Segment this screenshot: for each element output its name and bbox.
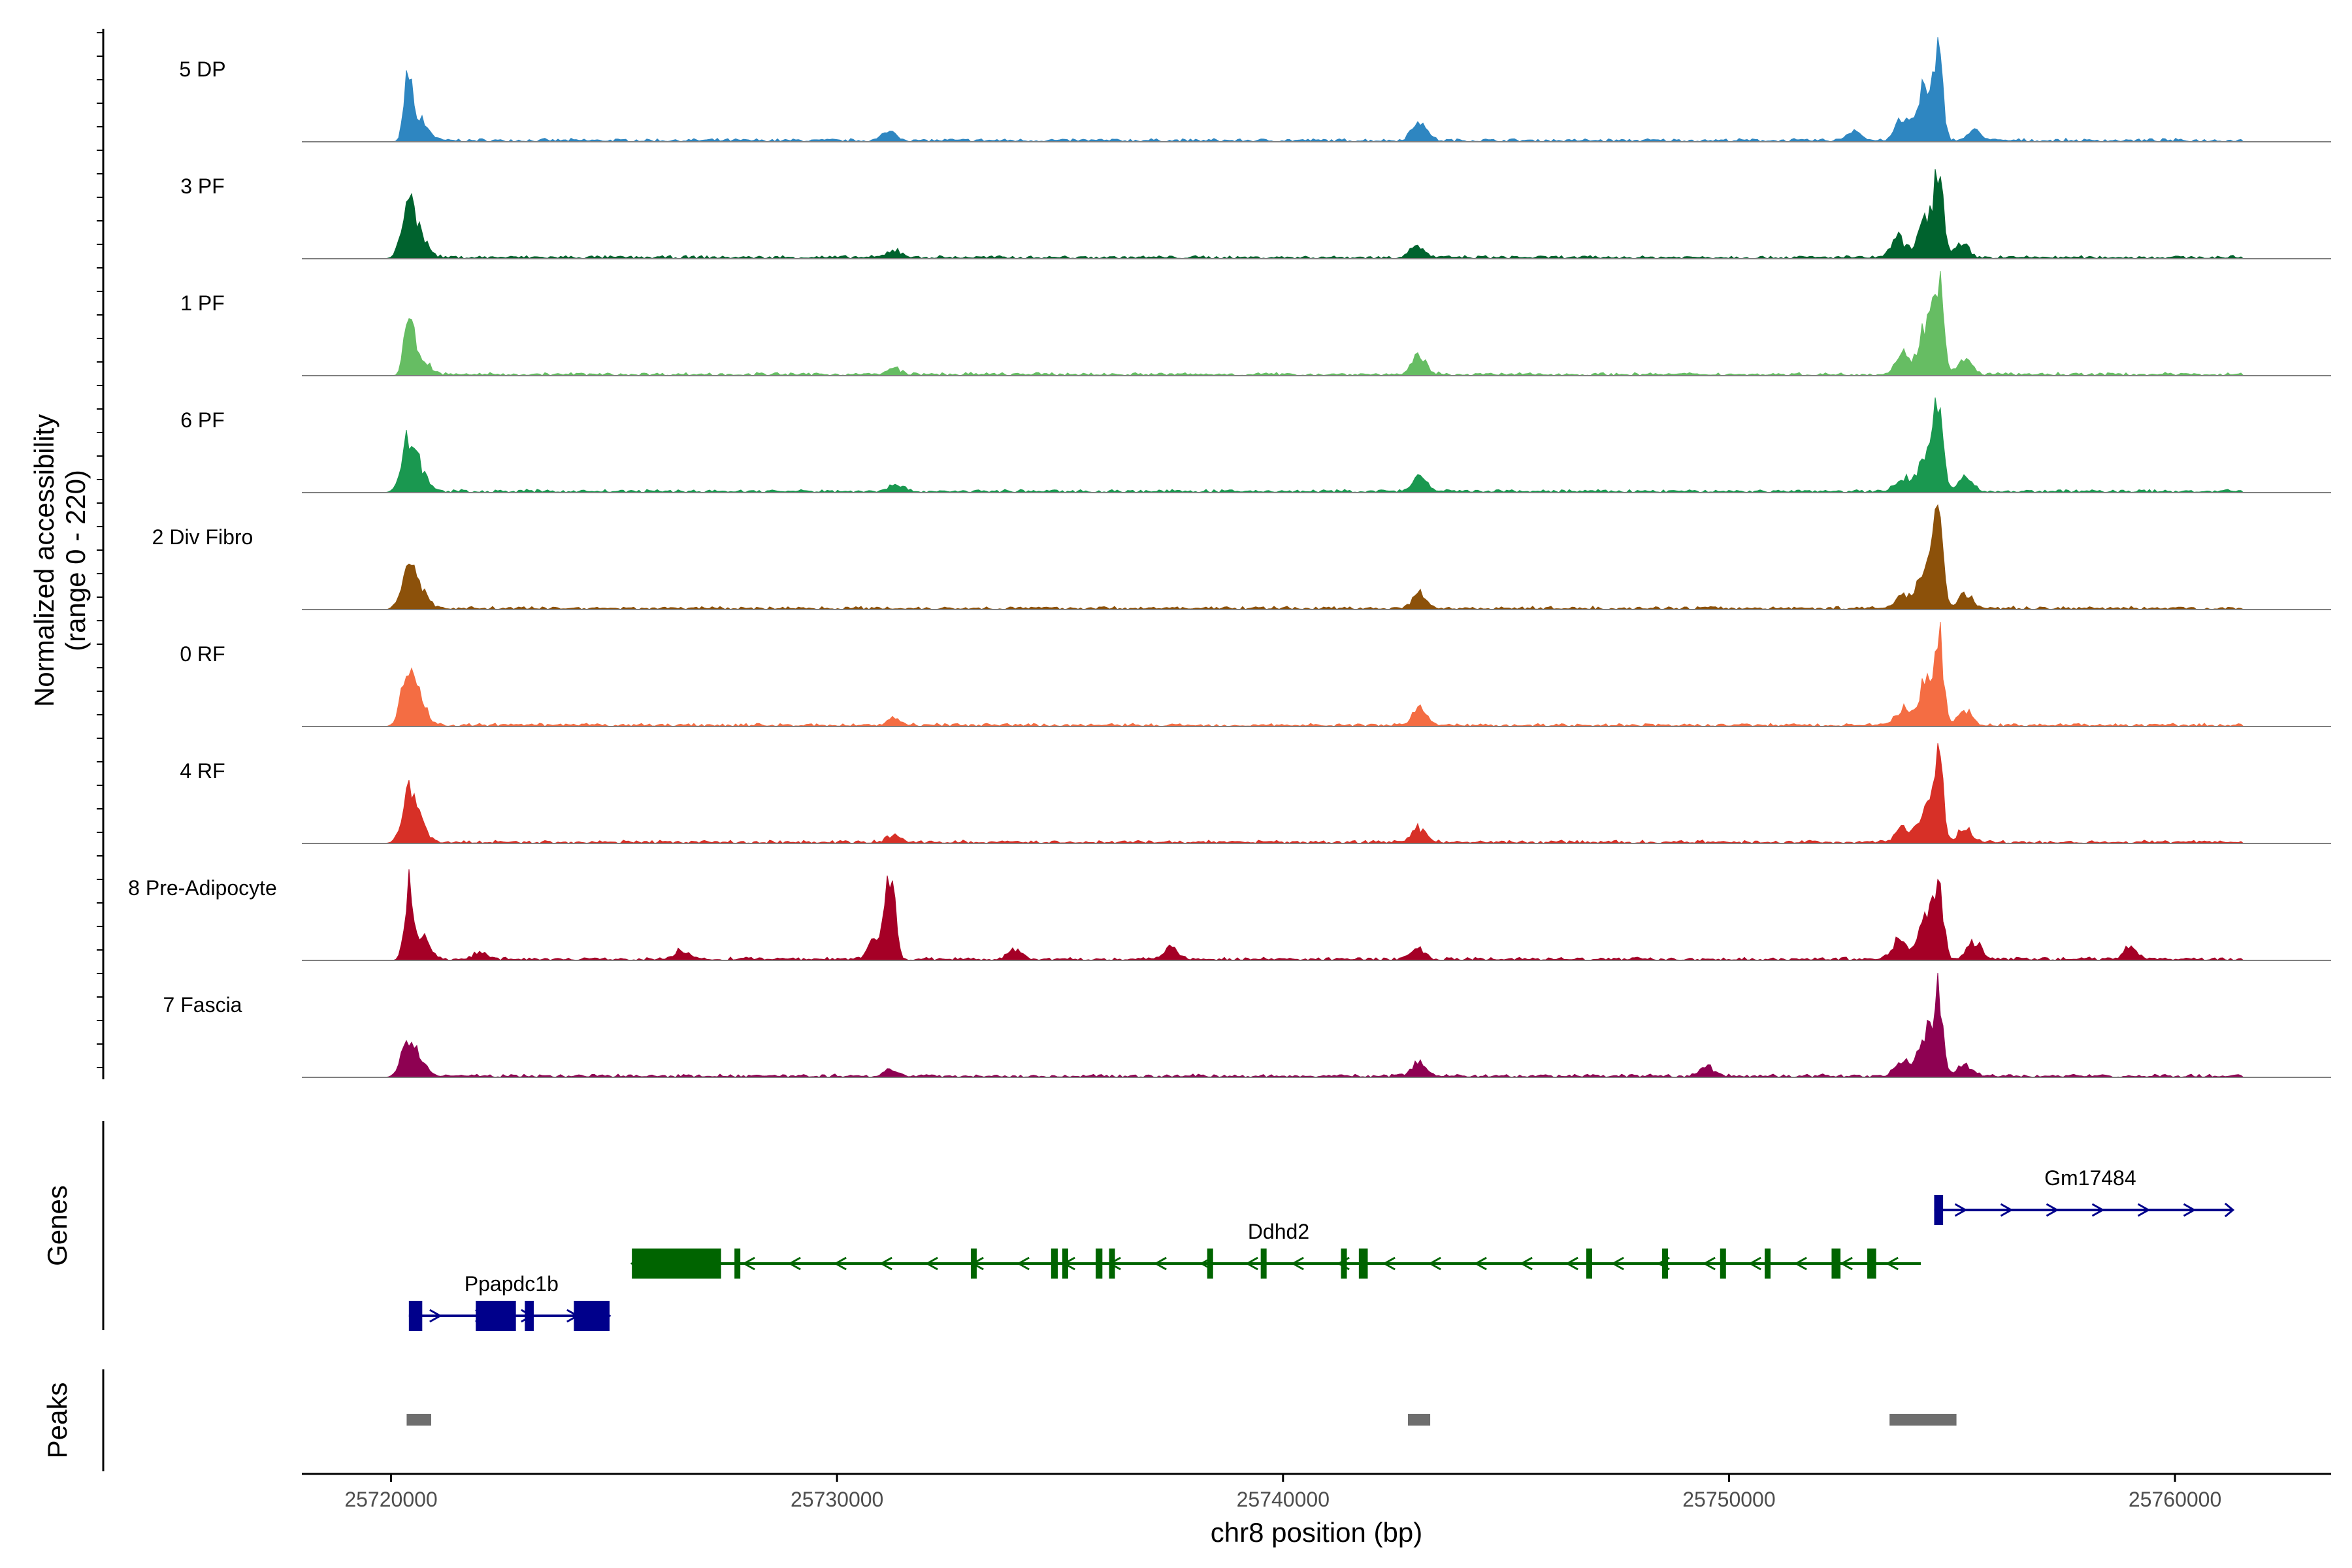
gene-direction-chevron	[1611, 1256, 1624, 1271]
exon-ddhd2-14	[1765, 1249, 1771, 1279]
coverage-area-4	[302, 504, 2305, 610]
x-tick-label-0: 25720000	[344, 1488, 437, 1511]
exon-ddhd2-16	[1867, 1249, 1876, 1279]
peaks-panel-label: Peaks	[42, 1382, 73, 1459]
coverage-area-8	[302, 972, 2305, 1078]
exon-ddhd2-10	[1358, 1249, 1368, 1279]
gene-direction-chevron	[2000, 1203, 2014, 1217]
genes-panel-label: Genes	[42, 1185, 73, 1266]
gene-direction-chevron	[2183, 1203, 2197, 1217]
x-tick-label-4: 25760000	[2129, 1488, 2221, 1511]
gene-direction-chevron	[788, 1256, 801, 1271]
exon-ddhd2-7	[1207, 1249, 1213, 1279]
track-label-7: 8 Pre-Adipocyte	[128, 876, 277, 900]
x-tick-label-3: 25750000	[1682, 1488, 1775, 1511]
exon-ddhd2-6	[1109, 1249, 1115, 1279]
track-label-1: 3 PF	[180, 174, 225, 198]
track-label-3: 6 PF	[180, 408, 225, 432]
exon-gm17484-0	[1934, 1195, 1944, 1225]
gene-direction-chevron	[742, 1256, 755, 1271]
track-label-8: 7 Fascia	[163, 993, 242, 1017]
gene-direction-chevron	[1382, 1256, 1396, 1271]
gene-direction-chevron	[1565, 1256, 1578, 1271]
y-axis-range: (range 0 - 220)	[60, 470, 91, 651]
gene-direction-chevron	[1017, 1256, 1030, 1271]
peak-region-1	[1407, 1414, 1431, 1426]
coverage-area-6	[302, 743, 2305, 844]
coverage-area-3	[302, 397, 2305, 493]
coverage-area-2	[302, 270, 2305, 376]
gene-direction-chevron	[1954, 1203, 1968, 1217]
track-label-0: 5 DP	[179, 57, 225, 81]
gene-direction-chevron	[1291, 1256, 1304, 1271]
exon-ddhd2-11	[1586, 1249, 1592, 1279]
exon-ddhd2-5	[1096, 1249, 1103, 1279]
coverage-area-5	[302, 621, 2305, 727]
x-tick-label-1: 25730000	[791, 1488, 883, 1511]
exon-ddhd2-9	[1341, 1249, 1347, 1279]
exon-ddhd2-2	[970, 1249, 977, 1279]
gene-direction-chevron	[1428, 1256, 1441, 1271]
coverage-area-7	[302, 869, 2305, 961]
gene-label-ppapdc1b: Ppapdc1b	[465, 1272, 559, 1296]
exon-ppapdc1b-3	[574, 1301, 610, 1331]
exon-ppapdc1b-2	[525, 1301, 534, 1331]
exon-ppapdc1b-0	[408, 1301, 423, 1331]
gene-direction-chevron	[2137, 1203, 2151, 1217]
exon-ddhd2-8	[1260, 1249, 1267, 1279]
gene-direction-chevron	[1748, 1256, 1761, 1271]
gene-direction-chevron	[1474, 1256, 1487, 1271]
track-label-4: 2 Div Fibro	[152, 525, 253, 549]
x-axis-title: chr8 position (bp)	[1211, 1517, 1423, 1548]
exon-ddhd2-4	[1062, 1249, 1068, 1279]
gene-end-arrow	[2224, 1202, 2235, 1218]
gene-direction-chevron	[2091, 1203, 2105, 1217]
gene-direction-chevron	[1840, 1256, 1853, 1271]
track-label-6: 4 RF	[180, 759, 225, 783]
exon-ddhd2-1	[734, 1249, 741, 1279]
exon-ppapdc1b-1	[476, 1301, 516, 1331]
gene-direction-chevron	[1794, 1256, 1807, 1271]
gene-direction-chevron	[1703, 1256, 1716, 1271]
gene-label-gm17484: Gm17484	[2044, 1166, 2136, 1190]
gene-direction-chevron	[429, 1309, 442, 1323]
exon-ddhd2-13	[1720, 1249, 1726, 1279]
gene-direction-chevron	[2046, 1203, 2059, 1217]
track-label-2: 1 PF	[180, 291, 225, 315]
peak-region-0	[406, 1414, 431, 1426]
exon-ddhd2-15	[1831, 1249, 1841, 1279]
coverage-area-0	[302, 37, 2305, 142]
exon-ddhd2-3	[1051, 1249, 1058, 1279]
exon-ddhd2-0	[632, 1249, 721, 1279]
gene-direction-chevron	[834, 1256, 847, 1271]
gene-direction-chevron	[879, 1256, 892, 1271]
gene-direction-chevron	[1245, 1256, 1258, 1271]
peak-region-2	[1889, 1414, 1957, 1426]
y-axis-title: Normalized accessibility	[29, 414, 59, 707]
gene-label-ddhd2: Ddhd2	[1248, 1220, 1309, 1243]
track-label-5: 0 RF	[180, 642, 225, 666]
gene-direction-chevron	[1886, 1256, 1899, 1271]
exon-ddhd2-12	[1662, 1249, 1669, 1279]
gene-direction-chevron	[1154, 1256, 1167, 1271]
gene-direction-chevron	[1520, 1256, 1533, 1271]
coverage-area-1	[302, 169, 2305, 259]
gene-direction-chevron	[925, 1256, 938, 1271]
x-tick-label-2: 25740000	[1237, 1488, 1330, 1511]
